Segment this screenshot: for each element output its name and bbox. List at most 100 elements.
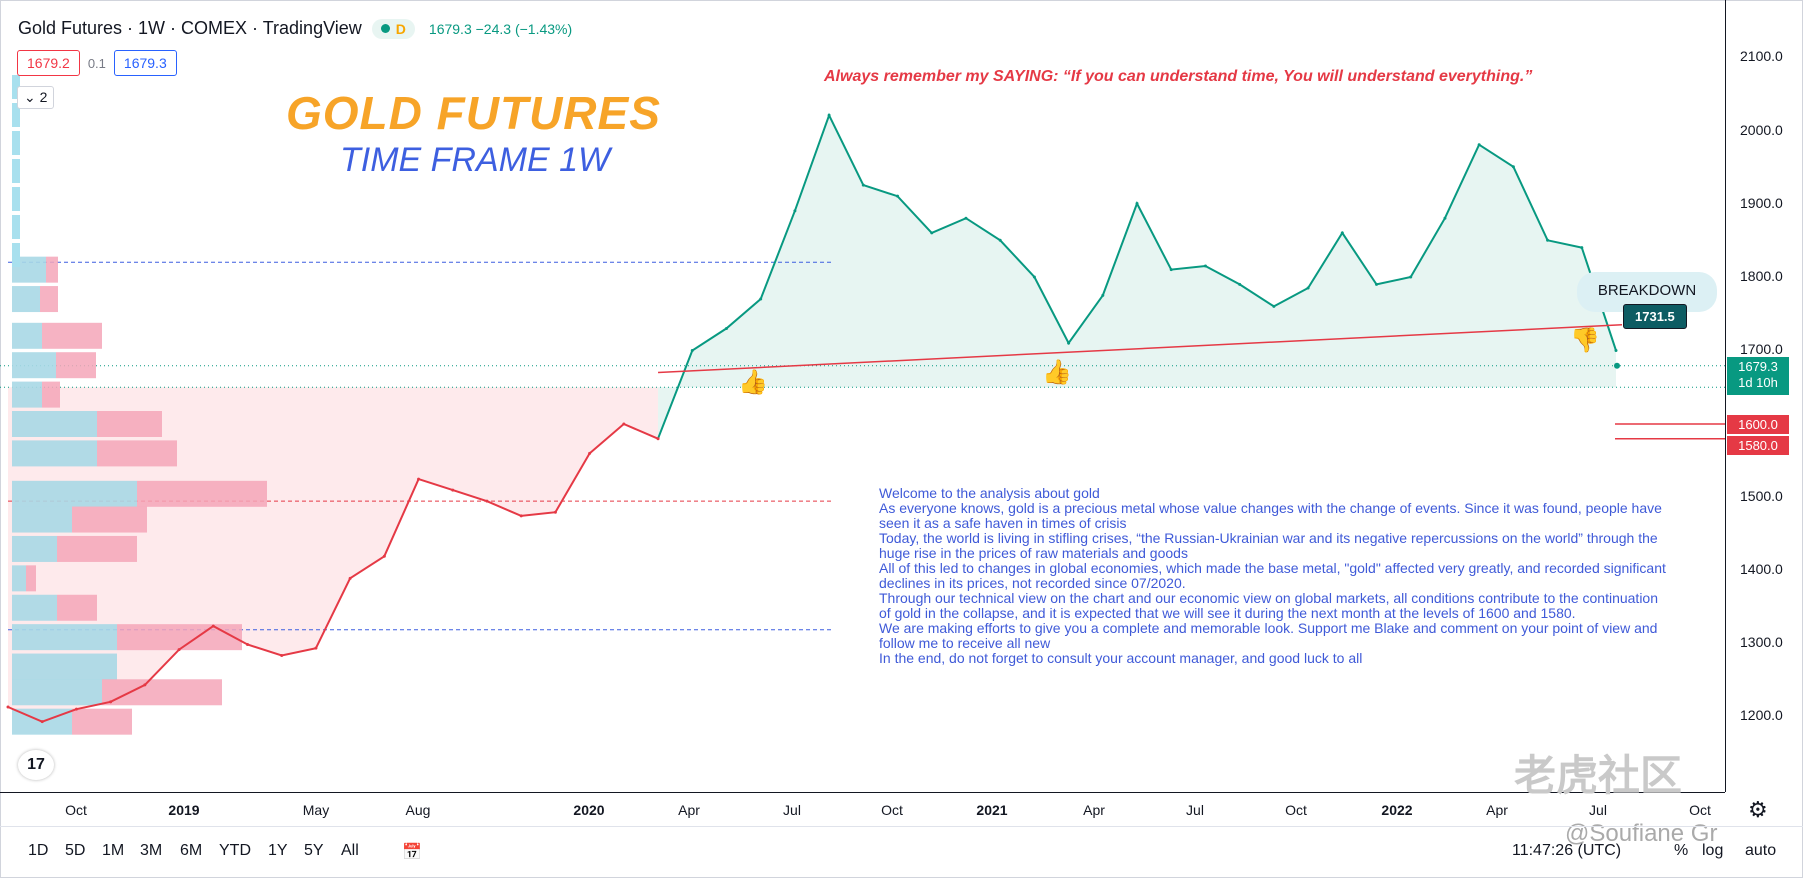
time-tick: Apr <box>1083 802 1105 818</box>
volume-profile-bar <box>12 159 20 183</box>
range-button[interactable]: 3M <box>140 842 163 859</box>
volume-profile-bar <box>12 653 117 680</box>
volume-profile-bar <box>12 215 20 239</box>
time-tick: 2019 <box>168 802 200 818</box>
volume-profile-bar <box>137 480 267 507</box>
price-point <box>1135 202 1139 205</box>
range-button[interactable]: 6M <box>180 842 203 859</box>
price-point <box>1067 341 1071 345</box>
price-point <box>1272 304 1276 308</box>
last-price: 1679.3 <box>428 20 472 37</box>
time-tick: Jul <box>1186 802 1204 818</box>
price-point <box>348 576 352 580</box>
volume-profile-bar <box>12 624 117 651</box>
price-point <box>40 720 44 724</box>
time-tick: Jul <box>783 802 801 818</box>
price-point <box>1238 282 1242 286</box>
price-point <box>1032 275 1036 279</box>
buy-button[interactable]: 1679.3 <box>113 50 177 76</box>
symbol-title[interactable]: Gold Futures · 1W · COMEX · TradingView <box>18 18 362 38</box>
volume-profile-bar <box>12 322 42 349</box>
price-point <box>1375 282 1379 286</box>
volume-profile-bar <box>26 565 36 592</box>
volume-profile-bar <box>12 480 137 507</box>
calendar-icon[interactable]: 📅 <box>402 844 422 861</box>
volume-profile-bar <box>72 708 132 735</box>
volume-profile-bar <box>102 679 222 706</box>
range-button[interactable]: All <box>341 842 359 859</box>
price-point <box>109 700 113 704</box>
analysis-line: All of this led to changes in global eco… <box>879 560 1666 591</box>
breakdown-callout: BREAKDOWN <box>1577 272 1717 312</box>
price-point <box>74 707 78 711</box>
time-tick: Aug <box>405 802 431 818</box>
price-point <box>690 349 694 352</box>
volume-profile-bar <box>12 131 20 155</box>
price-point <box>827 113 831 117</box>
time-tick: Apr <box>1486 802 1508 818</box>
price-point <box>964 216 968 220</box>
market-status-badge[interactable]: D <box>371 18 415 39</box>
price-tick: 1800.0 <box>1740 268 1783 284</box>
analysis-line: In the end, do not forget to consult you… <box>879 650 1363 666</box>
price-chart[interactable] <box>0 0 1725 792</box>
price-tick: 1200.0 <box>1740 707 1783 723</box>
price-tick: 1400.0 <box>1740 561 1783 577</box>
price-point <box>1477 143 1481 147</box>
range-button[interactable]: 1D <box>28 842 49 859</box>
volume-profile-bar <box>57 535 137 562</box>
price-point <box>417 477 421 481</box>
price-point <box>211 624 215 628</box>
price-line-2018-2020 <box>7 422 659 723</box>
bar-countdown: 1d 10h <box>1738 375 1778 390</box>
volume-profile-bar <box>12 286 40 313</box>
price-point <box>759 297 763 301</box>
annotation-saying: Always remember my SAYING: “If you can u… <box>824 68 1533 85</box>
clock[interactable]: 11:47:26 (UTC) <box>1512 842 1622 859</box>
price-point <box>998 238 1002 242</box>
range-button[interactable]: 5D <box>65 842 86 859</box>
range-button[interactable]: 1Y <box>268 842 288 859</box>
price-axis[interactable]: 2100.0 2000.0 1900.0 1800.0 1700.0 1500.… <box>1725 0 1803 792</box>
time-tick: 2022 <box>1381 802 1413 818</box>
time-tick: Apr <box>678 802 700 818</box>
volume-profile-bar <box>117 624 242 651</box>
tradingview-logo[interactable]: 17 <box>18 750 54 780</box>
annotation-timeframe: TIME FRAME 1W <box>340 141 611 179</box>
range-button[interactable]: 5Y <box>304 842 324 859</box>
price-tick: 2100.0 <box>1740 48 1783 64</box>
indicator-count: 2 <box>39 89 48 105</box>
watermark-logo: 老虎社区 <box>1514 752 1683 799</box>
last-price-value: 1679.3 <box>1738 359 1778 374</box>
range-button[interactable]: YTD <box>219 842 251 859</box>
last-price-dot <box>1614 362 1620 369</box>
thumbs-up-icon: 👍 <box>1042 359 1072 386</box>
log-toggle[interactable]: log <box>1702 842 1724 859</box>
thumbs-up-icon: 👍 <box>738 369 768 396</box>
auto-toggle[interactable]: auto <box>1745 842 1777 859</box>
price-point <box>1443 216 1447 220</box>
price-point <box>6 705 10 709</box>
price-change: −24.3 (−1.43%) <box>475 20 573 37</box>
market-open-dot-icon <box>380 24 390 33</box>
volume-profile-bar <box>12 440 97 467</box>
target-level-tag: 1580.0 <box>1727 436 1789 455</box>
indicators-toggle[interactable]: ⌄ 2 <box>17 86 55 109</box>
analysis-text: Welcome to the analysis about gold As ev… <box>879 486 1669 666</box>
price-point <box>485 499 489 503</box>
price-point <box>1580 246 1584 250</box>
price-point <box>656 437 660 441</box>
time-axis[interactable]: Oct 2019 May Aug 2020 Apr Jul Oct 2021 A… <box>0 792 1725 826</box>
gear-icon[interactable]: ⚙ <box>1748 797 1768 822</box>
volume-profile-bar <box>12 535 57 562</box>
plot-area[interactable] <box>0 0 1725 792</box>
analysis-line: As everyone knows, gold is a precious me… <box>879 500 1662 531</box>
percent-toggle[interactable]: % <box>1674 842 1689 859</box>
time-tick: Jul <box>1589 802 1607 818</box>
sell-button[interactable]: 1679.2 <box>17 50 80 76</box>
volume-profile-bar <box>46 256 58 283</box>
price-point <box>930 231 934 235</box>
price-tick: 1900.0 <box>1740 195 1783 211</box>
volume-profile-bar <box>12 243 20 267</box>
range-button[interactable]: 1M <box>102 842 125 859</box>
